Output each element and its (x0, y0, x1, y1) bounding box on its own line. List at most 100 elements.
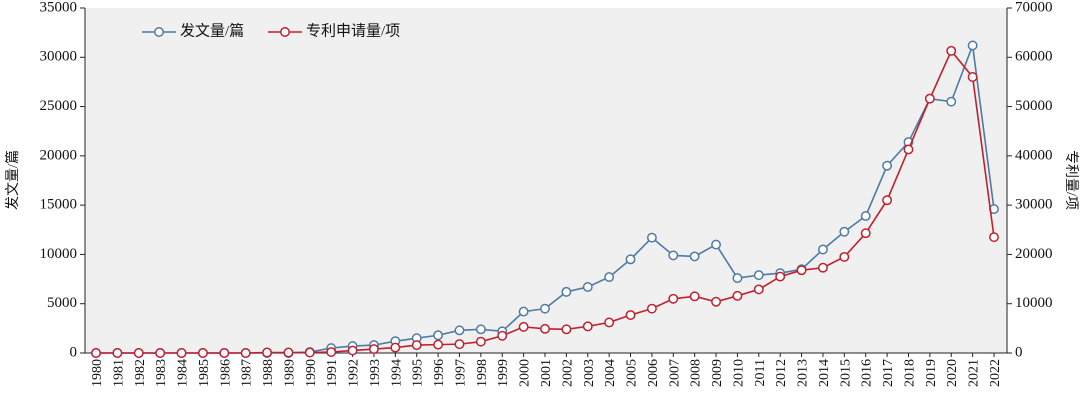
series-2-point (155, 348, 166, 358)
series-1-point (625, 254, 636, 265)
x-tick-label: 1982 (133, 359, 148, 387)
x-tick-label: 1999 (496, 359, 511, 387)
x-tick-label: 2018 (902, 359, 917, 387)
left-tick-label: 0 (70, 344, 78, 360)
left-tick-label: 25000 (40, 98, 78, 114)
x-tick-label: 2001 (539, 359, 554, 387)
series-2-point (839, 251, 850, 262)
series-2-point (197, 348, 208, 358)
left-axis-title: 发文量/篇 (5, 150, 21, 210)
legend-label: 专利申请量/项 (306, 22, 400, 39)
series-2 (91, 45, 999, 358)
series-1-point (689, 251, 700, 262)
series-2-point (561, 324, 572, 335)
series-2-point (283, 347, 294, 358)
series-1-point (540, 303, 550, 314)
series-2-point (946, 45, 957, 56)
series-1-point (604, 272, 615, 283)
series-2-point (818, 262, 828, 273)
left-tick-label: 35000 (40, 0, 78, 15)
series-2-point (882, 195, 893, 206)
x-tick-label: 2008 (689, 359, 704, 387)
series-2-point (989, 232, 999, 243)
series-2-point (668, 293, 679, 304)
series-2-point (369, 344, 379, 355)
series-2-point (390, 342, 401, 353)
legend-swatch-marker (154, 27, 164, 37)
x-tick-label: 2002 (560, 359, 575, 387)
x-tick-label: 2007 (667, 359, 682, 387)
x-tick-label: 2006 (646, 359, 661, 387)
series-2-point (347, 345, 358, 356)
x-tick-label: 1990 (304, 359, 319, 387)
series-2-point (133, 348, 144, 358)
legend-entry-2: 专利申请量/项 (268, 22, 400, 39)
x-tick-label: 1997 (453, 359, 468, 387)
series-layer (91, 40, 999, 358)
legend-swatch-marker (280, 27, 290, 37)
series-2-point (240, 348, 251, 358)
series-2-point (475, 336, 486, 347)
right-axis-ticks: 0 10000 20000 30000 40000 50000 60000 70000 (1007, 0, 1053, 360)
left-tick-label: 20000 (40, 147, 78, 163)
series-2-point (176, 348, 187, 358)
x-tick-label: 1995 (411, 359, 426, 387)
x-tick-label: 2014 (817, 359, 832, 387)
x-tick-label: 2003 (582, 359, 597, 387)
series-2-point (646, 303, 657, 314)
x-tick-label: 2013 (796, 359, 811, 387)
series-2-point (582, 321, 593, 332)
series-2-point (326, 347, 337, 357)
right-axis-title: 专利量/项 (1063, 150, 1079, 210)
right-tick-label: 10000 (1015, 295, 1053, 311)
right-tick-label: 0 (1015, 344, 1023, 360)
series-2-point (454, 339, 465, 350)
x-tick-label: 1981 (111, 359, 126, 387)
x-tick-label: 2017 (881, 359, 896, 387)
series-1-point (946, 96, 957, 107)
series-1-point (454, 325, 465, 336)
x-tick-label: 2021 (967, 359, 982, 387)
right-tick-label: 20000 (1015, 246, 1053, 262)
right-tick-label: 70000 (1015, 0, 1053, 15)
right-tick-label: 60000 (1015, 49, 1053, 65)
right-tick-label: 50000 (1015, 98, 1053, 114)
x-tick-label: 2022 (988, 359, 1003, 387)
series-1-point (475, 324, 486, 335)
plot-area (85, 8, 1007, 353)
x-tick-label: 2016 (860, 359, 875, 387)
x-tick-label: 1996 (432, 359, 447, 387)
series-2-point (967, 72, 978, 82)
left-axis-ticks: 0 5000 10000 15000 20000 25000 30000 35000 (40, 0, 85, 360)
left-tick-label: 10000 (40, 246, 78, 262)
series-2-point (262, 347, 272, 358)
x-tick-label: 2019 (924, 359, 939, 387)
right-tick-label: 40000 (1015, 147, 1053, 163)
x-tick-label: 1983 (154, 359, 169, 387)
x-tick-label: 2005 (625, 359, 640, 387)
left-tick-label: 5000 (47, 295, 77, 311)
series-2-point (732, 290, 743, 301)
series-1-point (561, 286, 572, 297)
series-1-point (711, 239, 721, 250)
series-2-point (91, 348, 101, 358)
series-2-point (433, 339, 444, 350)
x-tick-label: 1998 (475, 359, 490, 387)
x-tick-label: 1991 (325, 359, 340, 387)
legend: 发文量/篇 专利申请量/项 (142, 21, 400, 39)
right-tick-label: 30000 (1015, 197, 1053, 213)
series-2-point (860, 228, 871, 239)
series-1-point (818, 244, 828, 255)
x-tick-label: 1980 (90, 359, 105, 387)
series-2-point (219, 348, 230, 358)
x-tick-label: 2010 (731, 359, 746, 387)
x-tick-label: 2009 (710, 359, 725, 387)
series-1-point (582, 282, 593, 292)
series-1-point (860, 211, 871, 221)
series-2-point (924, 93, 935, 104)
left-tick-label: 30000 (40, 49, 78, 65)
series-1-point (882, 160, 893, 171)
legend-label: 发文量/篇 (180, 21, 244, 39)
x-tick-label: 1984 (176, 359, 191, 387)
